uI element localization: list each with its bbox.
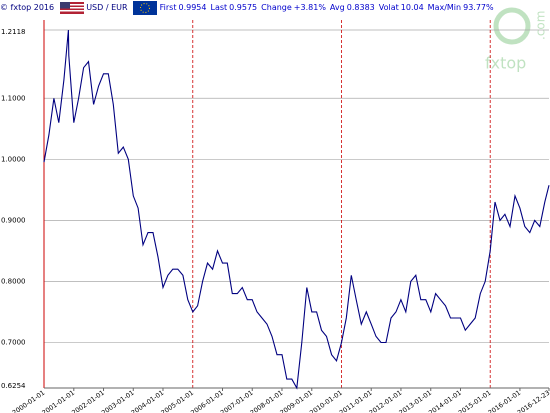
y-tick-label: 0.9000 [1, 216, 26, 224]
y-tick-label: 0.6254 [1, 382, 26, 390]
stats: First 0.9954 Last 0.9575 Change +3.81% Avg 0.83… [160, 3, 498, 12]
stat-label: Volat [378, 3, 399, 12]
us-flag [59, 1, 84, 14]
price-line [43, 29, 550, 390]
stat-label: Last [210, 3, 228, 12]
stat-label: Max/Min [427, 3, 462, 12]
stat-value: 10.04 [400, 3, 424, 12]
stat-label: Avg [329, 3, 345, 12]
y-tick-label: 1.1000 [1, 94, 26, 102]
eu-flag [133, 0, 158, 15]
stat-label: First [159, 3, 177, 12]
stat-value: 0.8383 [346, 3, 375, 12]
watermark-domain: .com [534, 11, 548, 40]
x-tick-label: 2016-12-23 [516, 389, 550, 413]
header: © fxtop 2016 USD / EUR First 0.9954 Last 0.… [0, 0, 501, 16]
y-tick-label: 1.0000 [1, 155, 26, 163]
stat-label: Change [261, 3, 292, 12]
stat-value: 93.77% [463, 3, 494, 12]
stat-value: +3.81% [293, 3, 326, 12]
watermark-brand: fxtop [485, 54, 526, 73]
y-tick-label: 0.8000 [1, 277, 26, 285]
watermark-logo: fxtop .com [485, 7, 548, 73]
y-tick-label: 1.2118 [1, 28, 26, 36]
currency-pair: USD / EUR [86, 3, 128, 12]
copyright: © fxtop 2016 [0, 3, 55, 12]
stat-value: 0.9954 [178, 3, 207, 12]
y-tick-label: 0.7000 [1, 338, 26, 346]
stat-value: 0.9575 [229, 3, 258, 12]
